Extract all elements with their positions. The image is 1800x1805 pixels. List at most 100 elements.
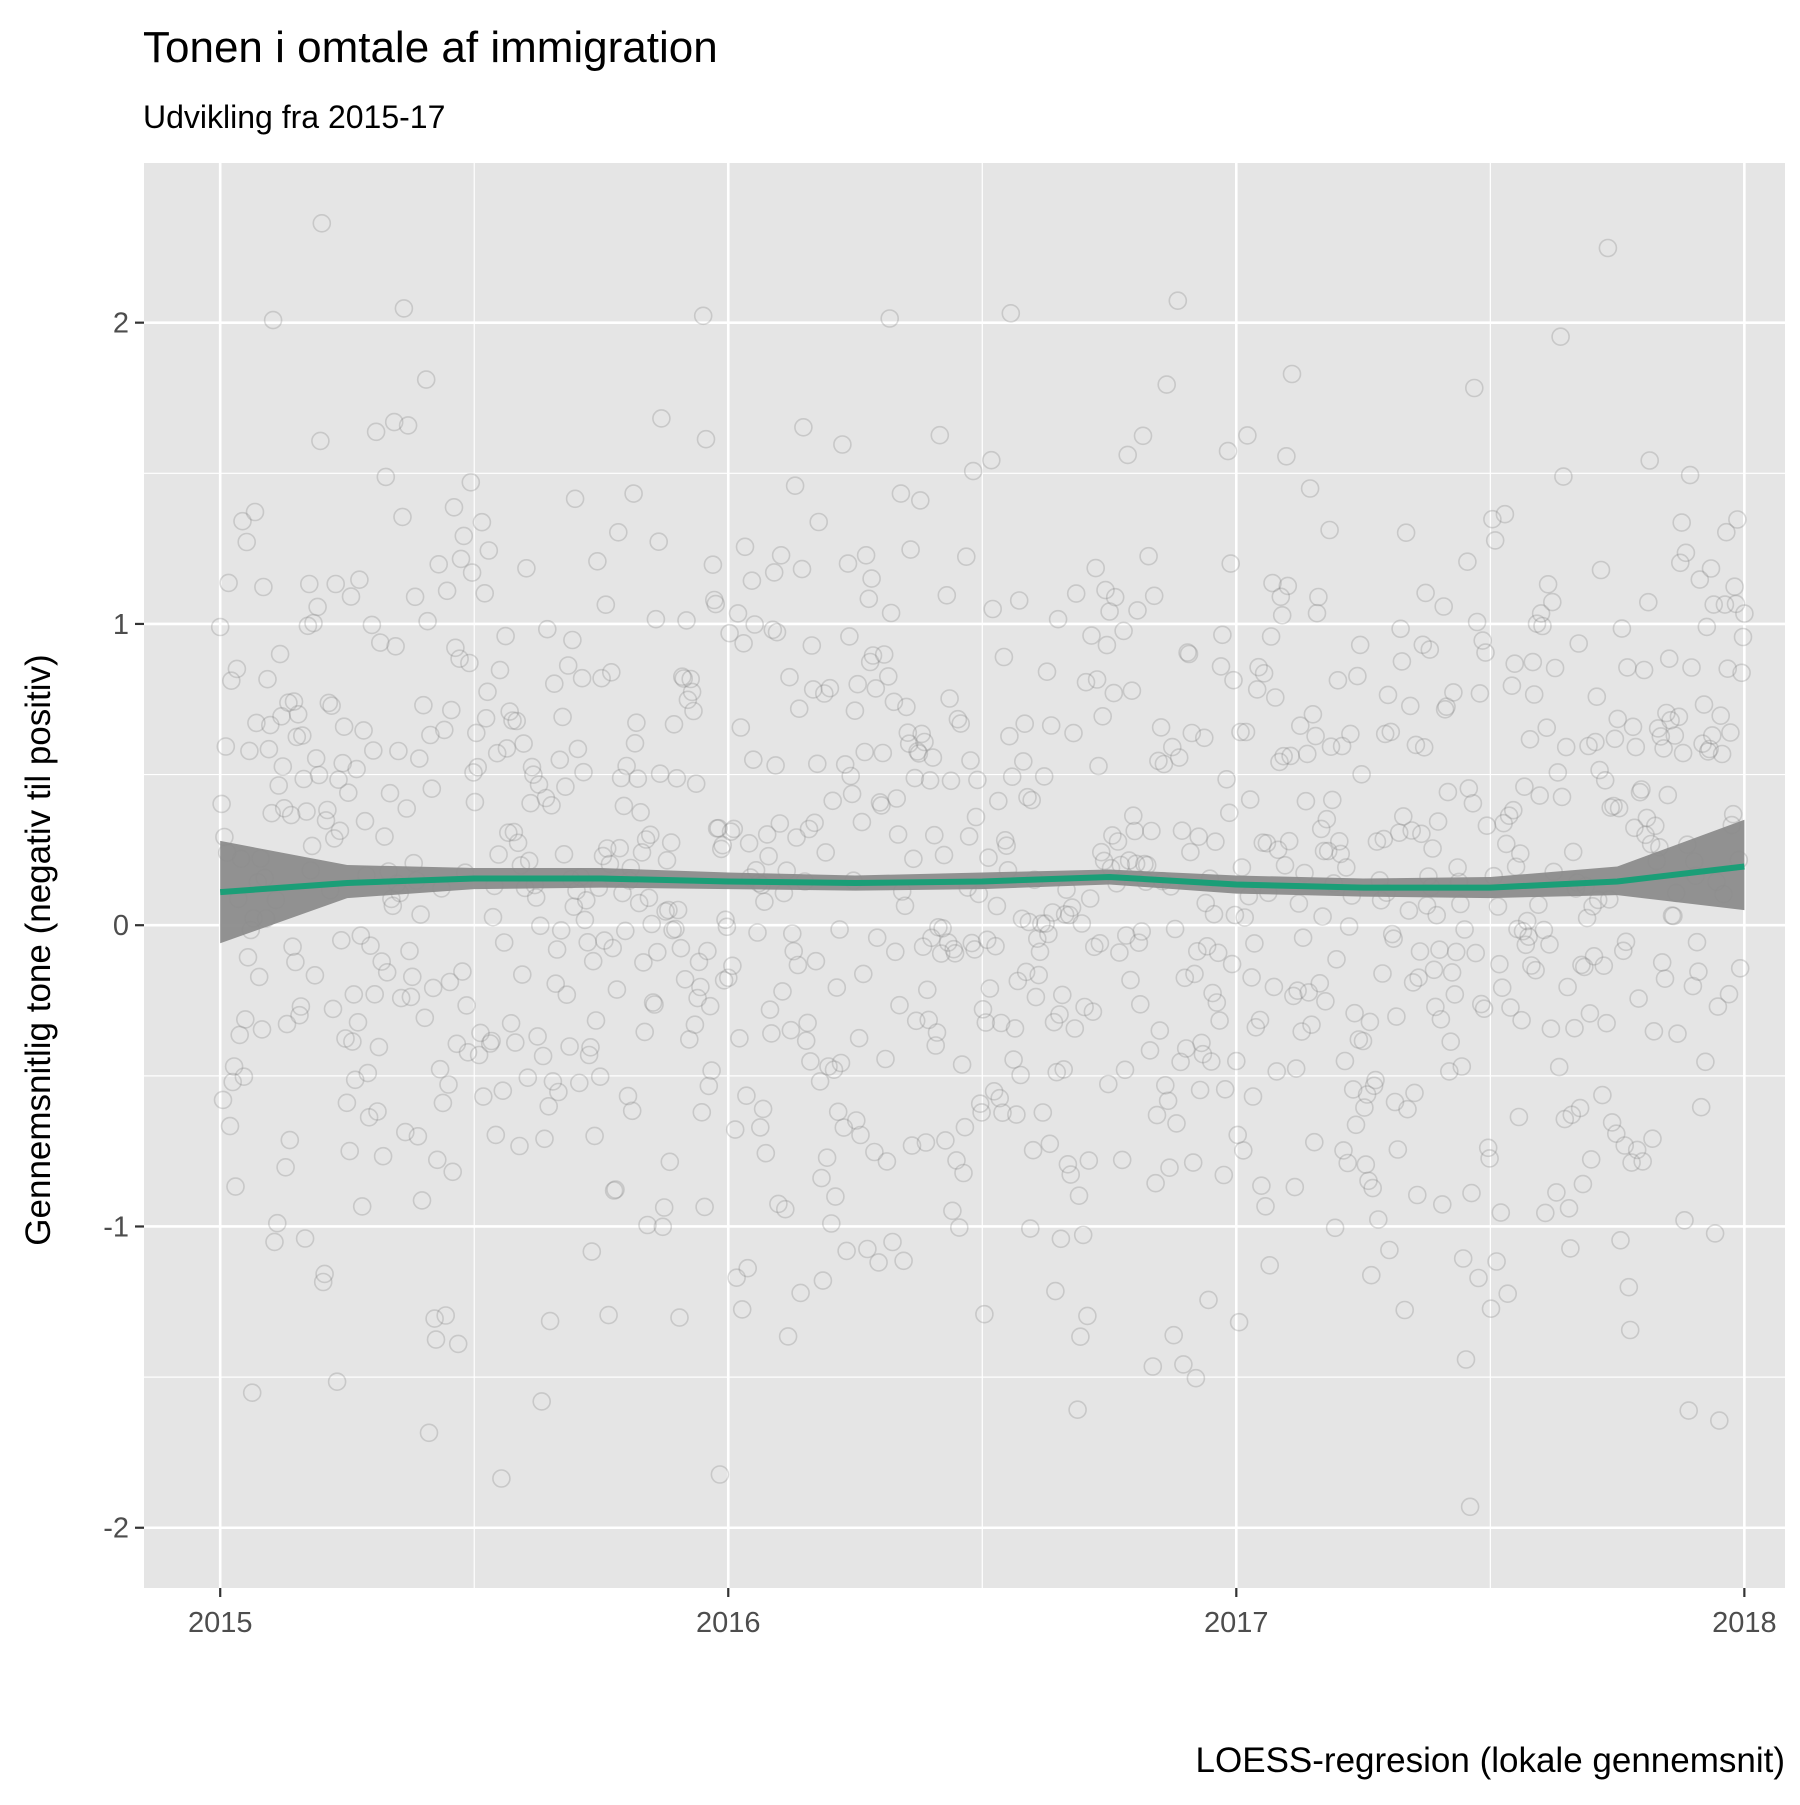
scatter-point (1498, 1284, 1517, 1303)
scatter-point (1669, 707, 1689, 727)
scatter-point (904, 849, 923, 869)
scatter-point (763, 620, 783, 640)
scatter-point (1673, 743, 1693, 763)
scatter-point (389, 741, 408, 761)
scatter-point (807, 754, 827, 774)
scatter-point (959, 827, 979, 846)
scatter-point (640, 825, 660, 845)
scatter-point (324, 829, 344, 848)
scatter-point (1164, 1325, 1183, 1345)
scatter-point (711, 839, 731, 859)
scatter-point (1609, 798, 1629, 818)
scatter-point (1246, 1018, 1266, 1037)
scatter-point (259, 739, 279, 759)
scatter-point (649, 532, 669, 552)
scatter-point (1058, 1155, 1078, 1174)
scatter-point (1343, 1080, 1363, 1099)
scatter-point (1093, 706, 1112, 726)
scatter-point (855, 742, 875, 762)
scatter-point (698, 941, 717, 961)
scatter-point (1355, 1098, 1374, 1117)
scatter-point (671, 938, 691, 958)
scatter-point (1441, 1032, 1460, 1051)
scatter-point (1495, 504, 1515, 524)
scatter-point (450, 649, 469, 669)
scatter-point (262, 803, 282, 823)
scatter-point (1580, 1004, 1600, 1023)
scatter-point (695, 1197, 714, 1217)
scatter-point (426, 1330, 446, 1349)
scatter-point (1224, 670, 1243, 690)
scatter-point (922, 928, 941, 948)
scatter-point (686, 774, 706, 794)
scatter-point (995, 830, 1015, 850)
scatter-point (473, 1087, 493, 1106)
scatter-point (556, 777, 575, 797)
scatter-point (1032, 914, 1051, 934)
scatter-point (862, 569, 881, 588)
scatter-point (1428, 812, 1448, 831)
scatter-point (529, 775, 549, 794)
scatter-point (1321, 737, 1341, 757)
scatter-point (1530, 786, 1549, 805)
scatter-point (634, 953, 653, 972)
scatter-point (638, 1215, 657, 1235)
scatter-point (323, 999, 343, 1019)
scatter-point (1195, 728, 1214, 748)
scatter-point (927, 1023, 947, 1042)
scatter-point (976, 1013, 996, 1032)
scatter-point (814, 684, 834, 703)
scatter-point (352, 1197, 372, 1216)
scatter-point (1382, 924, 1402, 944)
scatter-point (1071, 1327, 1090, 1346)
scatter-point (329, 770, 348, 790)
scatter-point (437, 581, 457, 601)
scatter-point (1115, 1060, 1135, 1080)
scatter-point (803, 680, 823, 699)
scatter-point (1654, 739, 1673, 758)
scatter-point (1348, 666, 1367, 686)
scatter-point (1060, 905, 1079, 925)
scatter-point (1362, 1265, 1381, 1285)
scatter-point (1540, 935, 1559, 954)
scatter-point (1523, 652, 1543, 672)
scatter-point (1662, 906, 1682, 925)
scatter-point (536, 788, 556, 808)
scatter-point (585, 1126, 604, 1146)
scatter-point (913, 937, 933, 957)
scatter-point (1337, 858, 1356, 877)
scatter-point (820, 678, 840, 698)
scatter-point (1293, 928, 1313, 948)
scatter-point (1547, 1183, 1566, 1202)
chart-subtitle: Udvikling fra 2015-17 (143, 99, 445, 135)
scatter-point (1033, 1103, 1053, 1122)
scatter-point (983, 599, 1003, 619)
y-tick-label: 2 (113, 308, 129, 340)
scatter-point (230, 1025, 249, 1045)
scatter-point (557, 985, 577, 1005)
scatter-point (1064, 723, 1083, 743)
scatter-point (689, 952, 709, 972)
scatter-point (849, 1028, 869, 1048)
scatter-point (517, 558, 536, 578)
scatter-point (245, 502, 265, 522)
scatter-point (688, 988, 707, 1008)
scatter-point (1414, 737, 1434, 757)
scatter-point (769, 1194, 788, 1214)
scatter-point (343, 1032, 362, 1051)
scatter-point (376, 467, 396, 487)
scatter-point (835, 755, 855, 774)
scatter-point (987, 896, 1007, 916)
scatter-point (1087, 670, 1107, 689)
scatter-point (859, 589, 879, 609)
scatter-point (344, 985, 364, 1004)
scatter-point (1023, 1140, 1043, 1160)
scatter-point (574, 762, 593, 782)
scatter-point (1349, 1030, 1369, 1049)
scatter-point (1387, 1007, 1406, 1026)
scatter-point (997, 836, 1016, 856)
scatter-point (1082, 626, 1101, 645)
scatter-point (956, 547, 976, 567)
scatter-point (1723, 804, 1743, 824)
scatter-point (1659, 649, 1679, 669)
